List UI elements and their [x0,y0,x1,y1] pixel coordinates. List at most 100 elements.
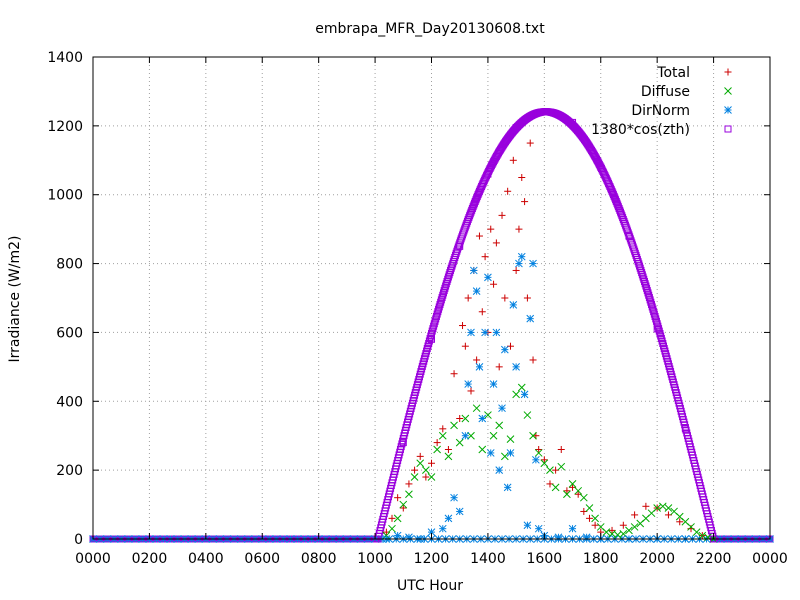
data-point [438,431,447,440]
data-point [459,322,467,330]
envelope-point [647,298,655,306]
data-point [534,449,543,457]
data-point [563,490,571,499]
data-point [427,473,436,481]
legend-label: Total [656,65,690,81]
chart-title: embrapa_MFR_Day20130608.txt [315,21,545,37]
data-point [444,445,452,453]
data-point [472,287,481,295]
data-point [495,363,503,371]
data-point [509,301,518,309]
envelope-point [636,264,644,272]
data-point [504,187,512,195]
y-tick-label: 1400 [47,50,83,66]
data-point [500,452,509,461]
envelope-point [650,308,658,316]
data-point [653,504,662,512]
envelope-point [426,335,434,343]
data-point [481,328,489,337]
x-tick-label: 1000 [357,551,393,567]
envelope-point [648,303,656,311]
envelope-point [438,294,446,302]
legend-marker [724,125,732,133]
data-point [551,483,560,492]
data-point [625,526,633,535]
envelope-point [638,271,646,279]
data-point [642,502,650,510]
x-tick-label: 0600 [244,551,280,567]
data-point [529,431,537,440]
envelope-point [430,322,438,330]
envelope-point [467,208,475,216]
envelope-point [640,275,648,283]
data-point [554,533,563,542]
envelope-point [649,305,657,313]
data-point [473,356,481,364]
y-tick-label: 1200 [47,119,83,135]
data-point [428,335,435,343]
data-point [540,456,548,464]
data-point [517,252,526,261]
envelope-point [466,210,474,218]
envelope-point [433,310,441,318]
data-point [492,239,500,247]
envelope-point [468,205,476,213]
envelope-point [644,289,652,297]
envelope-point [638,269,646,277]
data-point [495,466,504,474]
y-tick-label: 200 [56,463,83,479]
x-tick-label: 0200 [132,551,168,567]
data-point [405,533,413,542]
data-point [393,514,402,523]
envelope-point [440,287,448,295]
envelope-point [439,289,447,297]
data-point [456,242,464,250]
envelope-point [641,280,649,288]
data-point [388,524,396,533]
data-point [681,425,689,433]
data-point [478,445,487,454]
envelope-point [651,312,659,320]
x-tick-label: 1600 [527,551,563,567]
data-point [486,449,495,457]
data-point [411,466,419,474]
y-tick-label: 400 [56,394,83,410]
data-point [523,294,531,302]
data-point [495,421,504,430]
envelope-point [439,291,447,299]
data-point [428,459,435,467]
data-point [518,174,526,181]
envelope-point [652,315,660,323]
data-point [489,380,498,388]
data-point [602,528,611,536]
data-point [438,524,447,533]
data-point [557,462,566,471]
envelope-point [615,205,623,213]
y-tick-label: 600 [56,325,83,341]
data-point [597,163,605,171]
data-point [582,533,591,542]
data-point [467,387,475,395]
grid [93,57,770,539]
data-point [394,494,402,502]
data-point [422,466,430,474]
data-point [478,414,487,423]
x-tick-label: 0000 [75,551,111,567]
data-point [591,521,599,529]
data-point [405,480,413,488]
data-point [484,170,492,178]
data-point [568,480,577,488]
data-point [653,325,661,333]
envelope-point [646,296,654,304]
data-point [569,118,577,126]
envelope-point [650,310,658,318]
data-point [433,445,441,454]
y-axis-label: Irradiance (W/m2) [7,236,23,363]
envelope-point [437,296,445,304]
data-point [478,308,486,316]
data-point [484,411,492,419]
data-point [526,314,535,323]
data-point [475,232,483,240]
legend-marker [724,68,732,76]
data-point [467,431,475,440]
